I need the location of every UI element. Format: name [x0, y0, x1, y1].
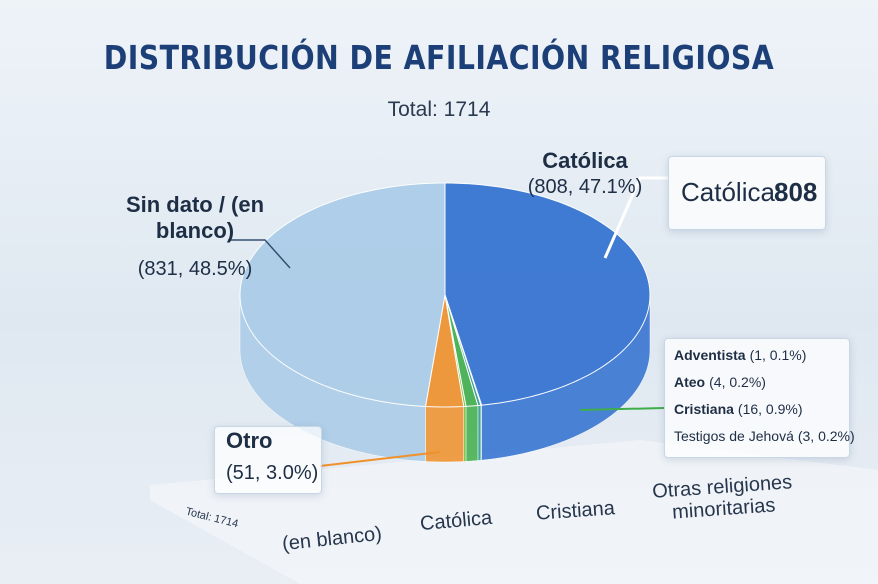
value-label: (51, 3.0%) [226, 462, 319, 484]
minor-row: Cristiana (16, 0.9%) [674, 396, 803, 422]
leader [603, 176, 668, 259]
value-label: (16, 0.9%) [737, 401, 803, 417]
category-label: Sin dato / (en blanco) [125, 192, 265, 243]
callout: Católica: 808 [668, 156, 826, 230]
slice [424, 294, 465, 408]
value-label: (4, 0.2%) [709, 374, 766, 390]
callout-label: Católica: [681, 177, 783, 207]
slice [239, 182, 446, 408]
label-box [214, 426, 322, 494]
leader [579, 407, 665, 411]
category-label: Otro [226, 428, 273, 453]
chart-title: DISTRIBUCIÓN DE AFILIACIÓN RELIGIOSA [103, 38, 775, 77]
category-label: Adventista [674, 347, 746, 363]
slice-side [477, 404, 482, 461]
minor-row: Adventista (1, 0.1%) [674, 342, 806, 368]
category-label: Ateo [674, 374, 706, 390]
category-label: Cristiana [674, 401, 734, 417]
slice-side [465, 405, 479, 462]
slice [444, 182, 651, 406]
category-label: Católica [542, 148, 628, 173]
callout-value: 808 [774, 177, 818, 207]
value-label: (831, 48.5%) [137, 258, 253, 280]
floor [150, 440, 878, 584]
value-label: (808, 47.1%) [527, 176, 643, 198]
slice-side [463, 406, 467, 462]
chart-subtitle: Total: 1714 [387, 98, 491, 121]
value-label: (1, 0.1%) [749, 347, 807, 363]
leader [228, 239, 291, 269]
minor-box [664, 338, 850, 458]
minor-row: Ateo (4, 0.2%) [674, 369, 766, 395]
leader [319, 451, 441, 467]
minor-row: Testigos de Jehová (3, 0.2%) [674, 423, 855, 449]
value-label: (3, 0.2%) [797, 428, 855, 444]
category-label: Testigos de Jehová [674, 428, 794, 444]
